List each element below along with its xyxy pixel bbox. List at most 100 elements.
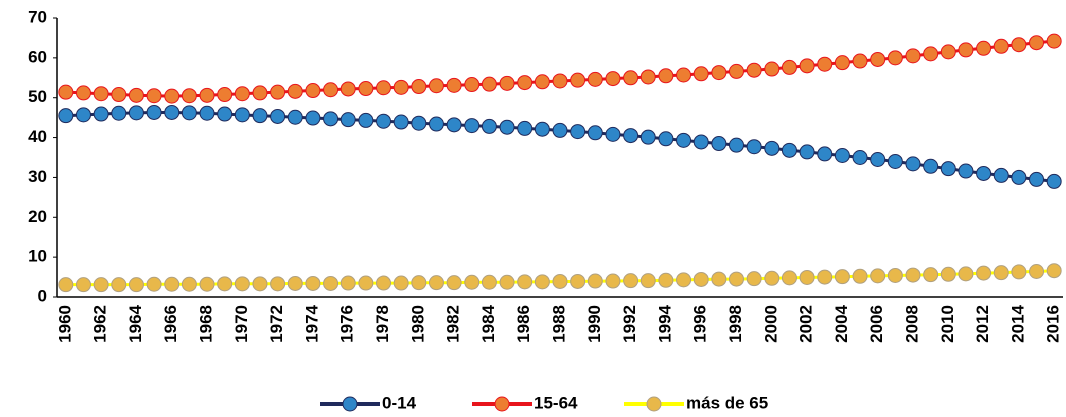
x-tick-label: 2006 (867, 305, 886, 343)
x-tick-label: 1988 (549, 305, 568, 343)
data-point (587, 273, 603, 289)
data-point (393, 275, 409, 291)
data-point (93, 106, 109, 122)
data-point (658, 68, 674, 84)
data-point (128, 87, 144, 103)
data-point (499, 75, 515, 91)
legend-marker (494, 396, 510, 412)
legend-label: 0-14 (382, 393, 417, 412)
data-point (534, 74, 550, 90)
data-point (181, 88, 197, 104)
data-point (834, 148, 850, 164)
data-point (623, 128, 639, 144)
data-point (746, 139, 762, 155)
data-point (181, 105, 197, 121)
legend: 0-14 15-64 más de 65 (320, 393, 768, 412)
data-point (376, 80, 392, 96)
data-point (976, 165, 992, 181)
data-point (93, 277, 109, 293)
data-point (75, 277, 91, 293)
data-point (552, 122, 568, 138)
x-tick-label: 1980 (408, 305, 427, 343)
data-point (411, 79, 427, 95)
data-point (517, 75, 533, 91)
data-point (234, 107, 250, 123)
data-point (305, 275, 321, 291)
data-point (746, 62, 762, 78)
x-tick-label: 2008 (902, 305, 921, 343)
data-point (323, 82, 339, 98)
data-point (993, 167, 1009, 183)
data-point (905, 267, 921, 283)
data-point (711, 65, 727, 81)
data-point (199, 87, 215, 103)
data-point (499, 119, 515, 135)
legend-label: más de 65 (686, 393, 768, 412)
data-point (252, 108, 268, 124)
x-tick-label: 1992 (620, 305, 639, 343)
data-point (217, 106, 233, 122)
data-point (411, 275, 427, 291)
data-point (287, 83, 303, 99)
data-point (1029, 35, 1045, 51)
data-point (905, 48, 921, 64)
data-point (623, 70, 639, 86)
data-point (128, 277, 144, 293)
x-tick-label: 1970 (232, 305, 251, 343)
x-tick-label: 1986 (514, 305, 533, 343)
data-point (340, 275, 356, 291)
data-point (305, 110, 321, 126)
data-point (958, 266, 974, 282)
data-point (976, 40, 992, 56)
x-tick-label: 1982 (444, 305, 463, 343)
data-point (781, 270, 797, 286)
x-tick-label: 1998 (726, 305, 745, 343)
x-tick-label: 1990 (585, 305, 604, 343)
x-tick-label: 1962 (91, 305, 110, 343)
data-point (676, 272, 692, 288)
data-point (711, 136, 727, 152)
data-point (658, 131, 674, 147)
data-point (234, 86, 250, 102)
data-point (870, 268, 886, 284)
data-point (605, 71, 621, 87)
data-point (464, 118, 480, 134)
data-point (993, 38, 1009, 54)
data-point (270, 84, 286, 100)
data-point (376, 275, 392, 291)
data-point (1046, 173, 1062, 189)
data-point (923, 158, 939, 174)
x-tick-label: 1978 (373, 305, 392, 343)
data-point (870, 51, 886, 67)
data-point (58, 84, 74, 100)
data-point (340, 112, 356, 128)
data-point (640, 273, 656, 289)
x-tick-label: 1968 (197, 305, 216, 343)
data-point (270, 276, 286, 292)
data-point (252, 276, 268, 292)
data-point (711, 271, 727, 287)
data-point (534, 121, 550, 137)
data-point (605, 126, 621, 142)
data-point (640, 69, 656, 85)
data-point (287, 109, 303, 125)
data-point (552, 273, 568, 289)
y-tick-label: 10 (28, 247, 47, 266)
data-point (75, 85, 91, 101)
data-point (1029, 171, 1045, 187)
x-tick-label: 1966 (161, 305, 180, 343)
data-point (1011, 37, 1027, 53)
data-point (764, 140, 780, 156)
data-point (764, 61, 780, 77)
x-tick-label: 1996 (691, 305, 710, 343)
data-point (993, 265, 1009, 281)
x-tick-label: 1984 (479, 304, 498, 342)
data-point (1011, 169, 1027, 185)
data-point (693, 66, 709, 82)
data-point (199, 276, 215, 292)
data-point (146, 88, 162, 104)
legend-marker (342, 396, 358, 412)
data-point (164, 88, 180, 104)
data-point (640, 129, 656, 145)
